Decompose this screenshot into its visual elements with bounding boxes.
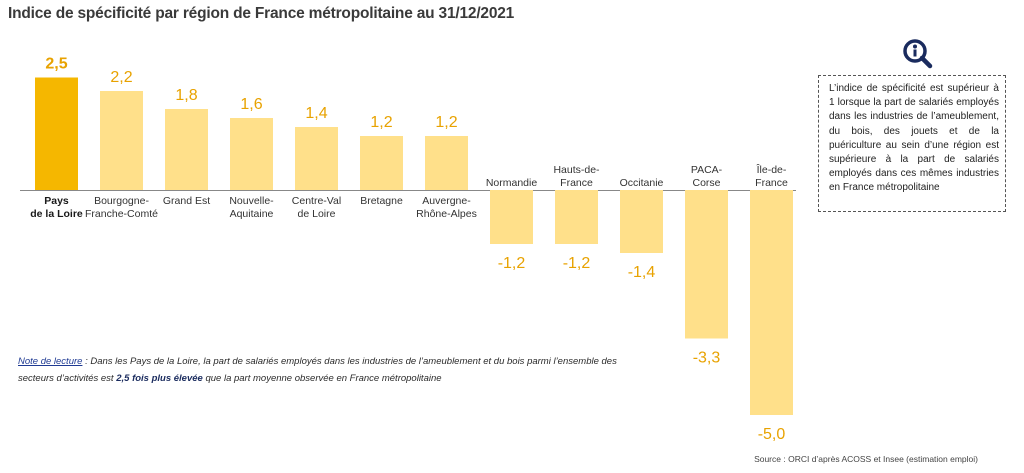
category-label: Auvergne-Rhône-Alpes bbox=[416, 195, 477, 220]
source-note: Source : ORCI d’après ACOSS et Insee (es… bbox=[754, 454, 978, 464]
category-label: Île-de-France bbox=[755, 163, 788, 189]
data-label: -1,4 bbox=[628, 264, 656, 281]
data-label: 1,6 bbox=[240, 96, 262, 113]
category-label: Hauts-de-France bbox=[553, 164, 600, 189]
magnifier-info-icon bbox=[903, 39, 933, 69]
definition-box: L’indice de spécificité est supérieur à … bbox=[818, 75, 1006, 212]
chart-title: Indice de spécificité par région de Fran… bbox=[8, 5, 515, 22]
category-label: Occitanie bbox=[620, 177, 664, 189]
category-label: Bretagne bbox=[360, 195, 403, 207]
category-label: PACA-Corse bbox=[691, 164, 723, 189]
bar bbox=[620, 190, 663, 253]
data-label: -1,2 bbox=[498, 255, 526, 272]
category-label: Bourgogne-Franche-Comté bbox=[85, 195, 158, 220]
definition-text: L’indice de spécificité est supérieur à … bbox=[829, 83, 999, 194]
data-label: -3,3 bbox=[693, 350, 721, 367]
data-label: -5,0 bbox=[758, 426, 786, 443]
bar bbox=[100, 91, 143, 190]
category-label: Nouvelle-Aquitaine bbox=[229, 195, 274, 220]
data-label: 1,2 bbox=[370, 114, 392, 131]
data-label: 2,5 bbox=[45, 56, 67, 73]
bar bbox=[685, 190, 728, 339]
reading-note-part2: que la part moyenne observée en France m… bbox=[202, 372, 442, 384]
bar bbox=[490, 190, 533, 244]
reading-note-part1: : Dans les Pays de la Loire, la part de … bbox=[18, 356, 617, 384]
data-label: 1,2 bbox=[435, 114, 457, 131]
category-label: Normandie bbox=[486, 177, 538, 189]
category-label: Pays de la Loire bbox=[30, 195, 83, 220]
category-label: Centre-Val de Loire bbox=[292, 195, 341, 220]
bar bbox=[295, 127, 338, 190]
bar bbox=[35, 77, 78, 190]
bar bbox=[750, 190, 793, 415]
bar bbox=[360, 136, 403, 190]
data-label: 2,2 bbox=[110, 69, 132, 86]
data-label: -1,2 bbox=[563, 255, 591, 272]
reading-note-strong: 2,5 fois plus élevée bbox=[116, 372, 203, 384]
bar bbox=[230, 118, 273, 190]
category-label: Grand Est bbox=[163, 195, 210, 207]
data-label: 1,4 bbox=[305, 105, 327, 122]
bar bbox=[555, 190, 598, 244]
data-label: 1,8 bbox=[175, 87, 197, 104]
reading-note: Note de lecture : Dans les Pays de la Lo… bbox=[18, 354, 638, 387]
bar bbox=[165, 109, 208, 190]
reading-note-lead: Note de lecture bbox=[18, 356, 83, 367]
bar bbox=[425, 136, 468, 190]
